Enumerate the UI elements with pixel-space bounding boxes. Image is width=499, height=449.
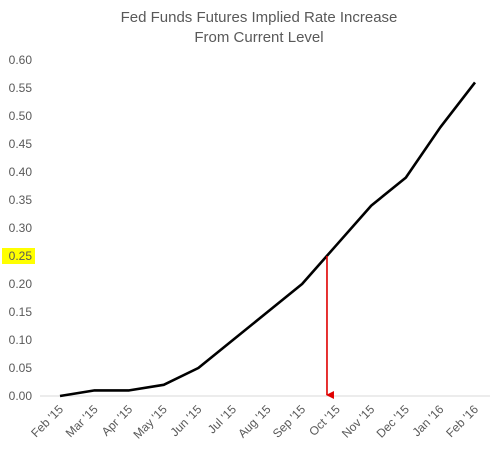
x-tick-label: Sep '15	[270, 402, 309, 441]
x-tick-label: Apr '15	[99, 402, 136, 439]
x-tick-label: Nov '15	[339, 402, 378, 441]
y-tick-label: 0.40	[9, 165, 33, 179]
highlight-tick-background	[2, 248, 35, 264]
x-tick-label: Feb '15	[28, 402, 66, 440]
y-tick-label: 0.30	[9, 221, 33, 235]
y-tick-label: 0.25	[9, 249, 33, 263]
x-tick-label: Oct '15	[306, 402, 343, 439]
series-layer	[59, 81, 477, 398]
y-tick-label: 0.60	[9, 53, 33, 67]
x-tick-label: Mar '15	[63, 402, 101, 440]
x-tick-label: Jun '15	[167, 402, 204, 439]
y-tick-label: 0.05	[9, 361, 33, 375]
y-tick-label: 0.15	[9, 305, 33, 319]
chart-title-line-1: Fed Funds Futures Implied Rate Increase	[121, 9, 398, 26]
y-axis-tick-labels: 0.00 0.05 0.10 0.15 0.20 0.25 0.30 0.35 0.40 0.45…	[2, 53, 35, 403]
y-tick-label: 0.50	[9, 109, 33, 123]
y-tick-label: 0.00	[9, 389, 33, 403]
x-tick-label: Feb '16	[443, 402, 481, 440]
series-line	[59, 81, 477, 398]
x-tick-label: Jul '15	[205, 402, 239, 436]
y-tick-label: 0.55	[9, 81, 33, 95]
x-tick-label: May '15	[131, 402, 171, 442]
y-tick-label: 0.45	[9, 137, 33, 151]
y-tick-label: 0.35	[9, 193, 33, 207]
x-tick-label: Aug '15	[235, 402, 274, 441]
x-tick-label: Dec '15	[374, 402, 413, 441]
x-tick-label: Jan '16	[410, 402, 447, 439]
y-tick-label: 0.10	[9, 333, 33, 347]
y-tick-label: 0.20	[9, 277, 33, 291]
chart-title-line-2: From Current Level	[194, 29, 323, 46]
